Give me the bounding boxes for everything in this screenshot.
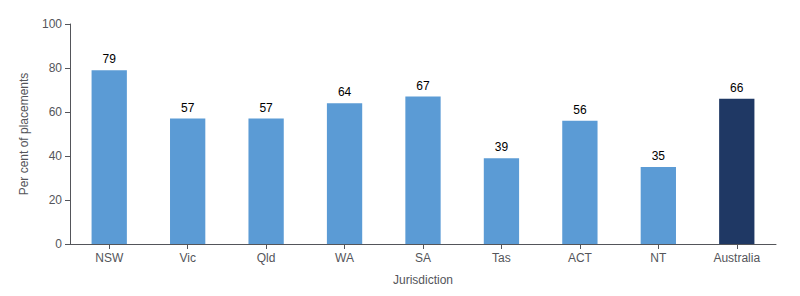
svg-text:Jurisdiction: Jurisdiction [393,273,453,287]
svg-text:57: 57 [181,101,195,115]
svg-text:80: 80 [49,61,63,75]
svg-text:0: 0 [55,237,62,251]
svg-text:79: 79 [103,52,117,66]
svg-text:ACT: ACT [568,251,593,265]
svg-text:20: 20 [49,193,63,207]
svg-text:100: 100 [42,17,62,31]
svg-text:WA: WA [335,251,354,265]
svg-text:57: 57 [259,101,273,115]
svg-text:35: 35 [652,149,666,163]
svg-text:Per cent of placements: Per cent of placements [17,73,31,196]
svg-text:40: 40 [49,149,63,163]
svg-text:39: 39 [495,140,509,154]
svg-text:Qld: Qld [257,251,276,265]
svg-text:Australia: Australia [713,251,760,265]
svg-text:66: 66 [730,81,744,95]
svg-text:67: 67 [416,79,430,93]
svg-text:56: 56 [573,103,587,117]
svg-text:Tas: Tas [492,251,511,265]
svg-text:60: 60 [49,105,63,119]
svg-text:NSW: NSW [95,251,124,265]
svg-text:Vic: Vic [179,251,195,265]
svg-text:SA: SA [415,251,431,265]
svg-text:64: 64 [338,85,352,99]
svg-text:NT: NT [650,251,667,265]
